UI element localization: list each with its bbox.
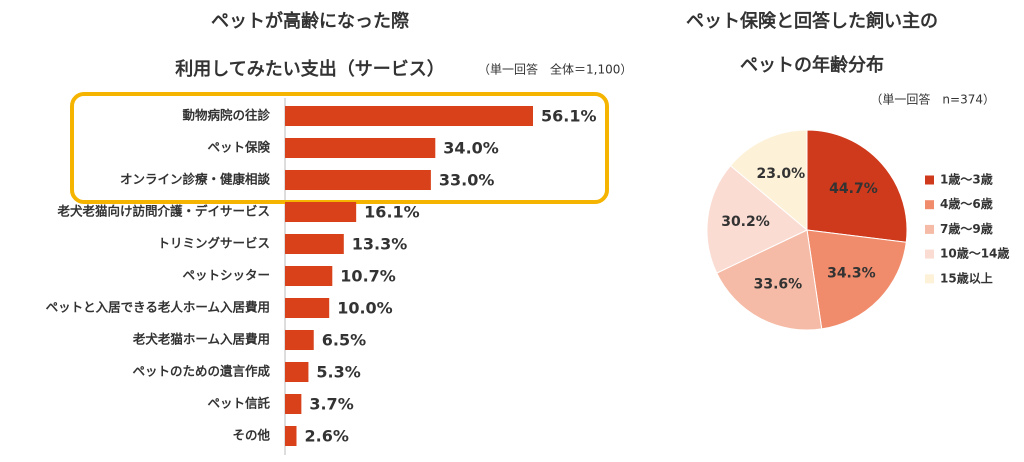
pie-note: （単一回答 n=374） [870, 92, 995, 107]
bar [285, 266, 333, 286]
slice-label: 30.2% [721, 214, 770, 230]
value-label: 13.3% [352, 235, 408, 254]
value-label: 33.0% [439, 171, 495, 190]
value-label: 34.0% [443, 139, 499, 158]
legend-label: 1歳～3歳 [940, 172, 993, 187]
legend-label: 15歳以上 [940, 270, 993, 285]
bar [285, 298, 330, 318]
value-label: 10.7% [340, 267, 396, 286]
category-label: ペットのための遺言作成 [132, 364, 270, 379]
legend-swatch [925, 224, 934, 234]
bar [285, 394, 302, 414]
bar [285, 106, 533, 126]
bar [285, 138, 436, 158]
bar-title: 利用してみたい支出（サービス） [175, 58, 444, 80]
value-label: 2.6% [304, 427, 348, 446]
category-label: ペット信託 [207, 396, 270, 411]
legend-label: 7歳～9歳 [940, 221, 993, 236]
category-label: ペットと入居できる老人ホーム入居費用 [46, 300, 270, 315]
bar [285, 234, 344, 254]
pie-slice [806, 229, 907, 330]
value-label: 5.3% [316, 363, 360, 382]
bar-title: ペットが高齢になった際 [211, 10, 410, 32]
slice-label: 44.7% [829, 181, 878, 197]
category-label: ペットシッター [182, 268, 270, 283]
value-label: 16.1% [364, 203, 420, 222]
bar [285, 170, 431, 190]
value-label: 10.0% [337, 299, 393, 318]
category-label: その他 [232, 428, 270, 443]
pie-slice [806, 129, 908, 243]
legend-swatch [925, 249, 934, 259]
pie-title: ペット保険と回答した飼い主の [686, 10, 938, 32]
pie-title: ペットの年齢分布 [740, 54, 884, 76]
value-label: 56.1% [541, 107, 597, 126]
slice-label: 23.0% [757, 166, 806, 182]
slice-label: 33.6% [754, 277, 803, 293]
category-label: オンライン診療・健康相談 [120, 172, 271, 187]
value-label: 3.7% [309, 395, 353, 414]
pie-slice [729, 129, 808, 232]
legend-swatch [925, 175, 934, 185]
legend-swatch [925, 200, 934, 210]
bar [285, 202, 357, 222]
pie-slice [716, 229, 823, 331]
legend-label: 4歳～6歳 [940, 196, 993, 211]
pie-slice [706, 164, 808, 274]
bar [285, 330, 314, 350]
bar [285, 362, 309, 382]
category-label: 老犬老猫向け訪問介護・デイサービス [56, 204, 270, 219]
bar-note: （単一回答 全体＝1,100） [478, 62, 632, 77]
category-label: ペット保険 [207, 140, 270, 155]
category-label: トリミングサービス [157, 236, 270, 251]
value-label: 6.5% [322, 331, 366, 350]
category-label: 老犬老猫ホーム入居費用 [132, 332, 270, 347]
slice-label: 34.3% [827, 265, 876, 281]
legend-swatch [925, 274, 934, 284]
category-label: 動物病院の往診 [182, 108, 270, 123]
legend-label: 10歳～14歳 [940, 246, 1009, 261]
bar [285, 426, 297, 446]
